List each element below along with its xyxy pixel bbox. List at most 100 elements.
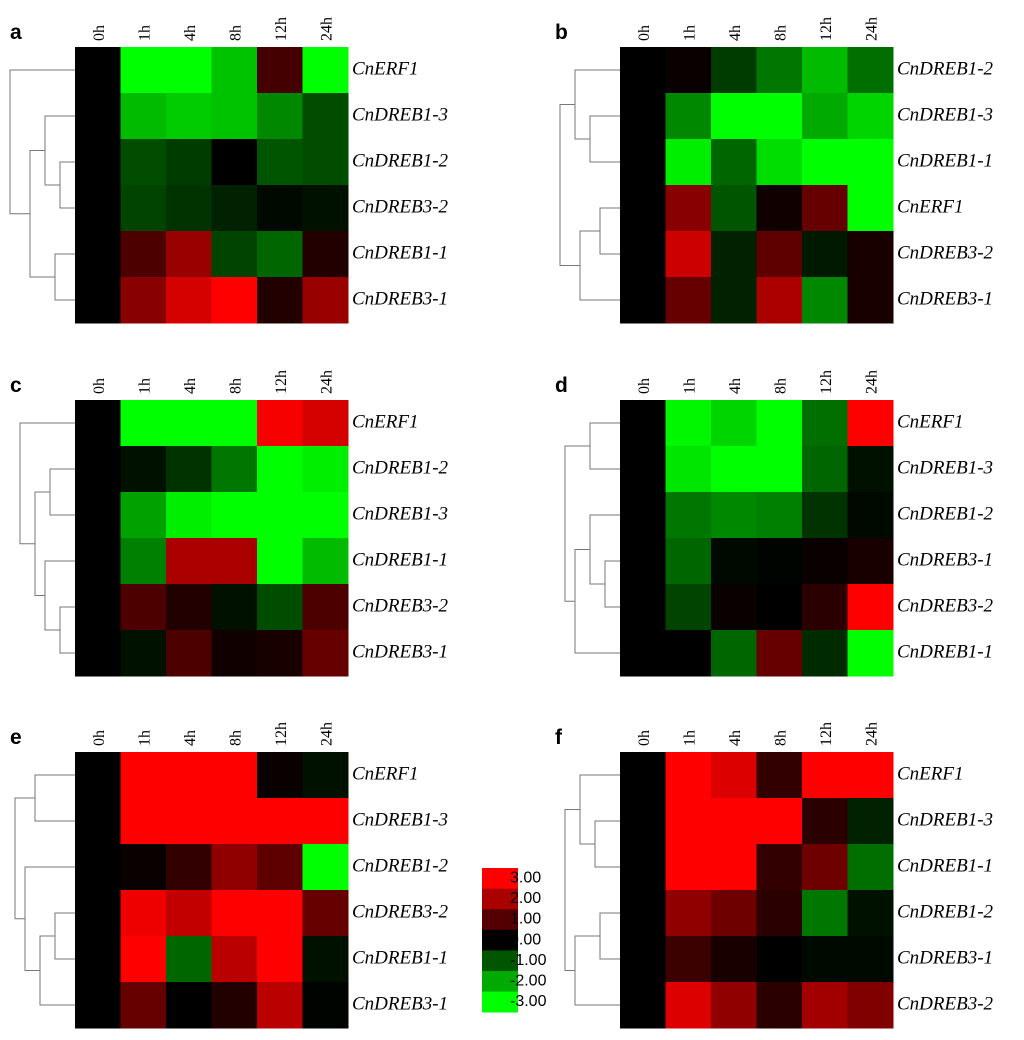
heatmap-cell bbox=[120, 890, 167, 937]
heatmap-cell bbox=[620, 446, 666, 493]
column-label: 4h bbox=[727, 25, 744, 41]
column-label: 8h bbox=[772, 25, 789, 41]
heatmap-cell bbox=[211, 231, 258, 278]
heatmap-cell bbox=[75, 584, 121, 631]
heatmap-cell bbox=[665, 446, 712, 493]
heatmap-cell bbox=[847, 752, 894, 799]
dendrogram bbox=[54, 912, 75, 960]
heatmap-cell bbox=[120, 798, 167, 845]
heatmap-cell bbox=[302, 630, 349, 677]
heatmap-cell bbox=[665, 982, 712, 1029]
heatmap-cell bbox=[120, 538, 167, 585]
heatmap-cell bbox=[166, 538, 212, 585]
column-label: 0h bbox=[636, 730, 653, 746]
dendrogram bbox=[559, 104, 580, 266]
dendrogram bbox=[14, 797, 35, 920]
heatmap-cell bbox=[120, 752, 167, 799]
heatmap-cell bbox=[665, 936, 712, 983]
column-label: 12h bbox=[818, 722, 835, 746]
row-label: CnDREB3-1 bbox=[897, 947, 993, 968]
heatmap-cell bbox=[620, 798, 666, 845]
row-label: CnERF1 bbox=[897, 411, 964, 432]
heatmap-cell bbox=[257, 630, 303, 677]
heatmap-cell bbox=[257, 139, 303, 186]
heatmap-cell bbox=[75, 47, 121, 94]
heatmap-cell bbox=[802, 139, 848, 186]
heatmap-cell bbox=[302, 584, 349, 631]
row-label: CnDREB3-2 bbox=[897, 242, 994, 263]
row-label: CnDREB1-1 bbox=[352, 947, 448, 968]
heatmap-cell bbox=[711, 231, 757, 278]
heatmap-cell bbox=[257, 584, 303, 631]
dendrogram bbox=[59, 161, 75, 209]
heatmap-cell bbox=[166, 277, 212, 324]
heatmap-cell bbox=[756, 798, 803, 845]
heatmap-cell bbox=[211, 798, 258, 845]
heatmap-cell bbox=[756, 890, 803, 937]
heatmap-cell bbox=[756, 538, 803, 585]
heatmap-cell bbox=[665, 584, 712, 631]
heatmap-panel: d 0h 1h 4h 8h 12h 24h CnERF1 CnDREB1-3 CnDREB1-2 C… bbox=[555, 370, 994, 677]
dendrogram bbox=[604, 560, 620, 608]
dendrogram bbox=[29, 150, 55, 278]
column-label: 0h bbox=[91, 378, 108, 394]
heatmap-cell bbox=[166, 446, 212, 493]
row-label: CnDREB1-1 bbox=[897, 641, 993, 662]
heatmap-cell bbox=[620, 139, 666, 186]
heatmap-cell bbox=[802, 47, 848, 94]
dendrogram bbox=[579, 774, 620, 845]
heatmap-cell bbox=[665, 400, 712, 447]
heatmap-cell bbox=[75, 231, 121, 278]
heatmap-cell bbox=[711, 446, 757, 493]
heatmap-cell bbox=[802, 277, 848, 324]
heatmap-cell bbox=[302, 936, 349, 983]
heatmap-cell bbox=[166, 584, 212, 631]
legend-label: 0.00 bbox=[510, 931, 541, 948]
heatmap-cell bbox=[756, 446, 803, 493]
heatmap-cell bbox=[847, 630, 894, 677]
column-label: 4h bbox=[182, 25, 199, 41]
heatmap-cell bbox=[166, 936, 212, 983]
row-label: CnDREB3-1 bbox=[352, 993, 448, 1014]
row-label: CnDREB1-1 bbox=[352, 549, 448, 570]
row-label: CnDREB1-3 bbox=[352, 809, 448, 830]
heatmap-cell bbox=[302, 400, 349, 447]
column-label: 8h bbox=[772, 730, 789, 746]
heatmap-cell bbox=[211, 890, 258, 937]
legend-label: 3.00 bbox=[510, 870, 541, 887]
dendrogram bbox=[599, 207, 620, 255]
heatmap-panel: a 0h 1h 4h 8h 12h 24h CnERF1 CnDREB1-3 CnDREB1-2 C… bbox=[9, 17, 449, 324]
heatmap-cell bbox=[802, 446, 848, 493]
row-label: CnDREB1-2 bbox=[352, 855, 449, 876]
row-label: CnDREB1-2 bbox=[897, 503, 994, 524]
column-label: 0h bbox=[91, 25, 108, 41]
heatmap-cell bbox=[756, 139, 803, 186]
heatmap-cell bbox=[802, 936, 848, 983]
heatmap-cell bbox=[756, 400, 803, 447]
dendrogram bbox=[49, 468, 75, 516]
row-label: CnDREB1-2 bbox=[897, 901, 994, 922]
heatmap-cell bbox=[847, 584, 894, 631]
heatmap-cell bbox=[166, 492, 212, 539]
heatmap-cell bbox=[257, 538, 303, 585]
column-label: 24h bbox=[863, 17, 880, 41]
heatmap-cell bbox=[847, 93, 894, 140]
row-label: CnDREB3-2 bbox=[897, 993, 994, 1014]
heatmap-cell bbox=[620, 492, 666, 539]
legend-swatch bbox=[482, 909, 518, 931]
heatmap-cell bbox=[120, 844, 167, 891]
heatmap-cell bbox=[620, 890, 666, 937]
column-label: 4h bbox=[727, 730, 744, 746]
heatmap-cell bbox=[166, 47, 212, 94]
column-label: 1h bbox=[681, 730, 698, 746]
heatmap-cell bbox=[756, 844, 803, 891]
heatmap-cell bbox=[802, 538, 848, 585]
heatmap-cell bbox=[211, 538, 258, 585]
heatmap-cell bbox=[120, 93, 167, 140]
dendrogram bbox=[19, 422, 75, 545]
heatmap-cell bbox=[711, 492, 757, 539]
heatmap-cell bbox=[711, 93, 757, 140]
heatmap-cell bbox=[711, 844, 757, 891]
heatmap-cell bbox=[257, 890, 303, 937]
heatmap-cell bbox=[120, 446, 167, 493]
